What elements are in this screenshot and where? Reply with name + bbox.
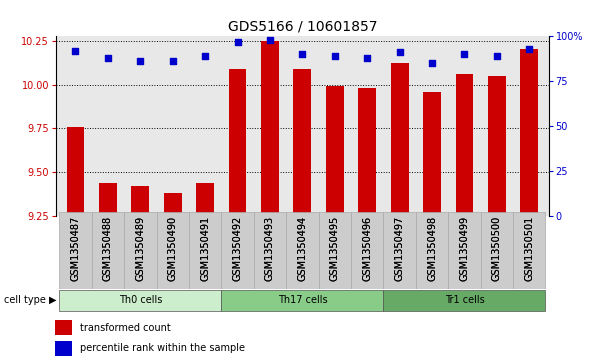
Point xyxy=(362,55,372,61)
Point xyxy=(103,55,113,61)
Bar xyxy=(448,212,481,289)
Point xyxy=(201,53,210,59)
Bar xyxy=(156,212,189,289)
Text: GSM1350494: GSM1350494 xyxy=(297,216,307,281)
Bar xyxy=(326,86,344,216)
Text: Th0 cells: Th0 cells xyxy=(119,295,162,305)
Bar xyxy=(164,193,182,216)
Bar xyxy=(261,41,279,216)
Text: GSM1350487: GSM1350487 xyxy=(70,216,80,281)
Bar xyxy=(391,64,408,216)
Bar xyxy=(293,69,312,216)
Point xyxy=(266,37,275,43)
Bar xyxy=(358,88,376,216)
Bar xyxy=(455,74,473,216)
Text: Th17 cells: Th17 cells xyxy=(277,295,327,305)
Bar xyxy=(221,290,384,311)
Text: GSM1350501: GSM1350501 xyxy=(525,216,535,281)
Bar xyxy=(416,212,448,289)
Bar xyxy=(59,290,221,311)
Bar xyxy=(520,49,538,216)
Text: GSM1350497: GSM1350497 xyxy=(395,216,405,281)
Point xyxy=(427,60,437,66)
Point xyxy=(460,52,469,57)
Text: GSM1350493: GSM1350493 xyxy=(265,216,275,281)
Point xyxy=(297,52,307,57)
Text: GSM1350492: GSM1350492 xyxy=(232,216,242,281)
Title: GDS5166 / 10601857: GDS5166 / 10601857 xyxy=(228,20,377,34)
Text: GSM1350501: GSM1350501 xyxy=(525,216,535,281)
Bar xyxy=(196,183,214,216)
Text: GSM1350493: GSM1350493 xyxy=(265,216,275,281)
Bar xyxy=(423,91,441,216)
Text: GSM1350496: GSM1350496 xyxy=(362,216,372,281)
Text: GSM1350491: GSM1350491 xyxy=(200,216,210,281)
Text: GSM1350498: GSM1350498 xyxy=(427,216,437,281)
Bar xyxy=(189,212,221,289)
Text: GSM1350487: GSM1350487 xyxy=(70,216,80,281)
Text: GSM1350490: GSM1350490 xyxy=(168,216,178,281)
Bar xyxy=(55,320,73,335)
Text: GSM1350498: GSM1350498 xyxy=(427,216,437,281)
Point xyxy=(525,46,534,52)
Text: GSM1350489: GSM1350489 xyxy=(135,216,145,281)
Bar xyxy=(384,290,546,311)
Point xyxy=(330,53,339,59)
Text: GSM1350489: GSM1350489 xyxy=(135,216,145,281)
Text: GSM1350496: GSM1350496 xyxy=(362,216,372,281)
Point xyxy=(492,53,502,59)
Text: GSM1350490: GSM1350490 xyxy=(168,216,178,281)
Bar xyxy=(67,127,84,216)
Text: GSM1350494: GSM1350494 xyxy=(297,216,307,281)
Text: transformed count: transformed count xyxy=(80,323,171,333)
Point xyxy=(71,48,80,54)
Bar xyxy=(229,69,247,216)
Text: percentile rank within the sample: percentile rank within the sample xyxy=(80,343,245,354)
Bar xyxy=(99,183,117,216)
Bar xyxy=(132,186,149,216)
Bar xyxy=(481,212,513,289)
Point xyxy=(395,50,404,56)
Bar xyxy=(55,340,73,356)
Point xyxy=(136,58,145,64)
Text: GSM1350488: GSM1350488 xyxy=(103,216,113,281)
Bar xyxy=(221,212,254,289)
Text: GSM1350499: GSM1350499 xyxy=(460,216,470,281)
Bar xyxy=(351,212,384,289)
Text: GSM1350500: GSM1350500 xyxy=(492,216,502,281)
Bar xyxy=(319,212,351,289)
Bar xyxy=(59,212,91,289)
Text: GSM1350488: GSM1350488 xyxy=(103,216,113,281)
Text: GSM1350499: GSM1350499 xyxy=(460,216,470,281)
Text: GSM1350491: GSM1350491 xyxy=(200,216,210,281)
Bar xyxy=(513,212,546,289)
Text: GSM1350497: GSM1350497 xyxy=(395,216,405,281)
Text: cell type ▶: cell type ▶ xyxy=(4,295,57,305)
Bar xyxy=(124,212,156,289)
Bar xyxy=(254,212,286,289)
Bar xyxy=(286,212,319,289)
Bar xyxy=(91,212,124,289)
Text: GSM1350492: GSM1350492 xyxy=(232,216,242,281)
Text: GSM1350500: GSM1350500 xyxy=(492,216,502,281)
Text: Tr1 cells: Tr1 cells xyxy=(444,295,484,305)
Point xyxy=(168,58,178,64)
Bar xyxy=(384,212,416,289)
Text: GSM1350495: GSM1350495 xyxy=(330,216,340,281)
Text: GSM1350495: GSM1350495 xyxy=(330,216,340,281)
Bar xyxy=(488,76,506,216)
Point xyxy=(233,39,242,45)
